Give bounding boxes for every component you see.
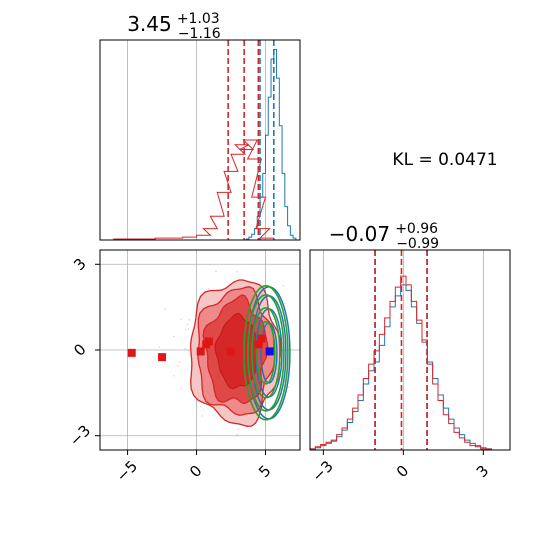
scatter-point <box>180 387 182 390</box>
hist-series-blue <box>245 49 297 240</box>
marginal-x-frame <box>99 39 301 241</box>
marginal-y-title-minus: −0.99 <box>396 236 439 252</box>
x-tick-label: 5 <box>255 462 274 481</box>
marginal-y-title-median: −0.07 <box>329 222 390 246</box>
marginal-x-title-plus: +1.03 <box>177 11 220 27</box>
joint-x-ticks: −5 0 5 <box>113 450 275 485</box>
scatter-point <box>282 284 285 287</box>
scatter-point <box>287 386 290 388</box>
marker-square-red <box>254 340 263 349</box>
marker-square-red <box>158 353 167 362</box>
marginal-y-title-plus: +0.96 <box>395 221 438 237</box>
marker-square-red <box>127 348 136 357</box>
scatter-point <box>237 428 240 430</box>
scatter-point <box>178 361 181 363</box>
y-tick-label: −3 <box>66 422 94 450</box>
hist-series-red <box>113 139 275 240</box>
ellipse-green-1 <box>256 321 276 385</box>
scatter-point <box>215 270 217 273</box>
ellipse-green-4 <box>243 285 289 421</box>
contour-level-4 <box>214 313 259 390</box>
scatter-point <box>184 347 186 350</box>
scatter-point <box>336 347 338 349</box>
scatter-point <box>356 424 358 426</box>
marker-square-red <box>257 334 266 343</box>
ellipse-green-3 <box>247 294 285 412</box>
marginal-y-panel: −3 0 3 −0.07 +0.96 −0.99 <box>308 218 511 485</box>
marginal-y-frame <box>309 249 511 451</box>
kl-annotation: KL = 0.0471 <box>392 150 497 170</box>
scatter-point <box>199 405 202 408</box>
joint-panel: −5 0 5 −3 0 3 <box>66 248 358 485</box>
scatter-point <box>177 365 179 367</box>
scatter-point <box>173 335 175 338</box>
x-tick-label: 0 <box>393 462 412 481</box>
x-tick-label: −5 <box>113 457 141 485</box>
marginal-y-x-ticks: −3 0 3 <box>308 450 492 485</box>
marginal-x-title-minus: −1.16 <box>178 26 221 42</box>
marker-square-red <box>204 337 213 346</box>
scatter-point <box>172 375 175 377</box>
scatter-point <box>158 346 161 349</box>
marginal-x-title-median: 3.45 <box>127 12 172 36</box>
scatter-point <box>301 407 303 409</box>
marginal-x-title: 3.45 +1.03 −1.16 <box>127 8 225 42</box>
scatter-point <box>180 318 182 320</box>
scatter-point <box>201 415 203 417</box>
joint-y-ticks: −3 0 3 <box>66 255 100 450</box>
scatter-point <box>187 349 190 352</box>
scatter-point <box>187 327 190 330</box>
scatter-point <box>185 328 187 331</box>
x-tick-label: 0 <box>186 462 205 481</box>
scatter-point <box>236 270 239 273</box>
scatter-point <box>302 350 304 352</box>
y-tick-label: 0 <box>70 340 89 359</box>
ellipse-green-2 <box>251 307 281 399</box>
scatter-point <box>186 323 189 326</box>
scatter-point <box>188 319 191 321</box>
scatter-point <box>284 302 287 305</box>
marginal-y-title: −0.07 +0.96 −0.99 <box>329 218 443 252</box>
scatter-point <box>228 248 230 250</box>
marker-square-blue <box>265 347 274 356</box>
x-tick-label: 3 <box>473 462 492 481</box>
marginal-x-panel: 3.45 +1.03 −1.16 <box>99 8 301 241</box>
scatter-point <box>207 287 210 290</box>
marker-square-red <box>227 347 236 356</box>
scatter-point <box>236 433 239 436</box>
marginal-y-grid <box>322 250 484 450</box>
marker-square-red <box>196 347 205 356</box>
scatter-point <box>164 308 167 310</box>
x-tick-label: −3 <box>308 457 336 485</box>
y-tick-label: 3 <box>70 255 89 274</box>
